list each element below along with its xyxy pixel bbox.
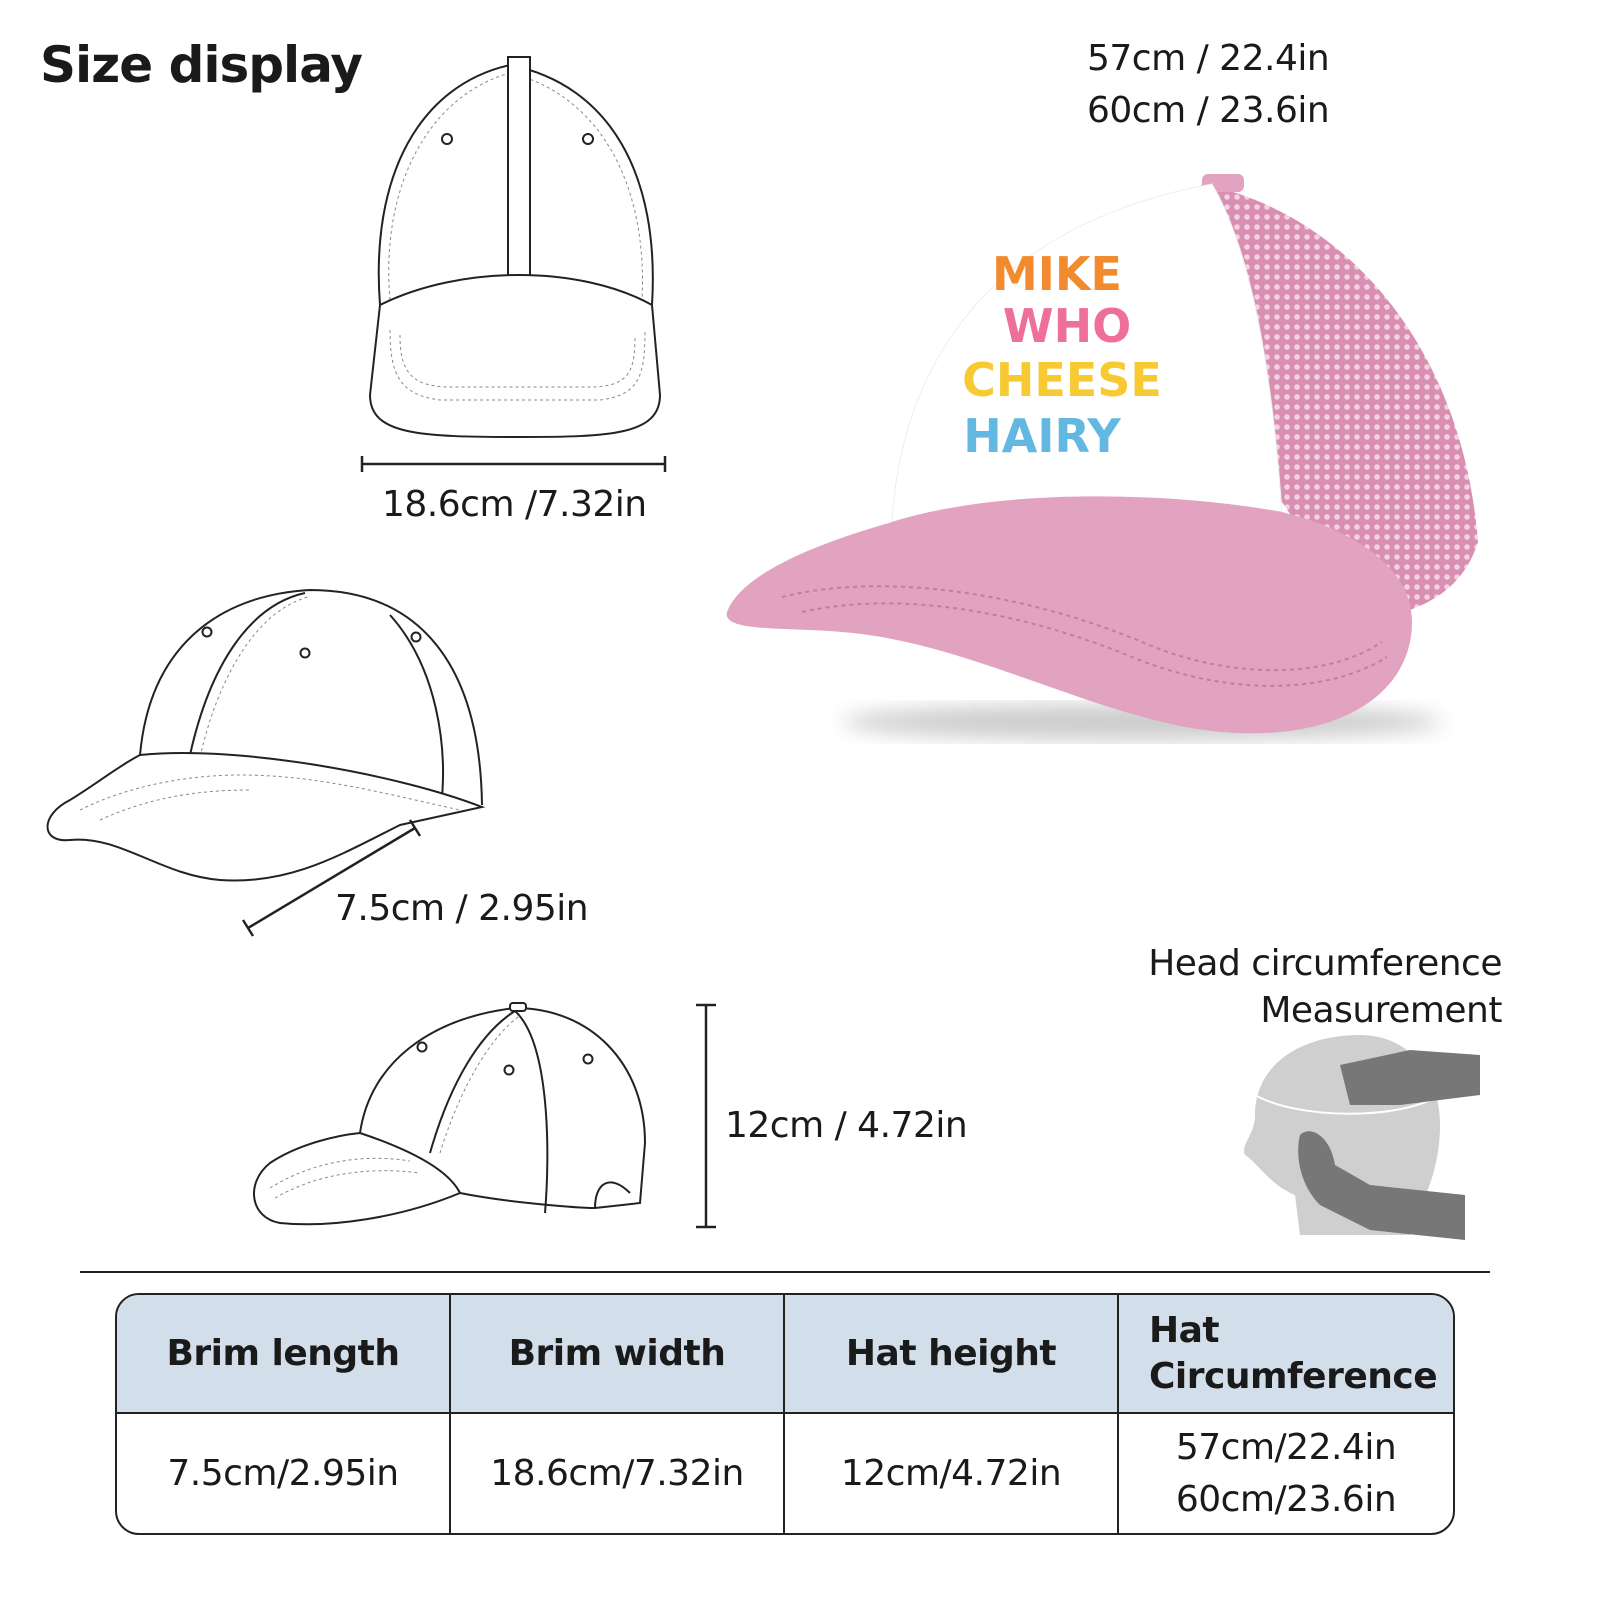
- header-brim-length: Brim length: [117, 1295, 451, 1414]
- hat-side-outline-illustration: [253, 1002, 647, 1226]
- value-brim-length: 7.5cm/2.95in: [117, 1414, 451, 1533]
- hat-print-word-2: WHO: [1003, 299, 1131, 353]
- value-hat-height: 12cm/4.72in: [785, 1414, 1119, 1533]
- value-brim-width: 18.6cm/7.32in: [451, 1414, 785, 1533]
- hat-angled-outline-illustration: [46, 588, 486, 882]
- hat-print-word-3: CHEESE: [962, 353, 1162, 407]
- pink-trucker-hat-photo: MIKE WHO CHEESE HAIRY: [726, 174, 1478, 740]
- brim-length-label: 7.5cm / 2.95in: [335, 888, 589, 929]
- value-hat-circumference: 57cm/22.4in 60cm/23.6in: [1119, 1414, 1453, 1533]
- brim-width-dimension-line: [360, 456, 667, 472]
- value-circumference-small: 57cm/22.4in: [1175, 1426, 1397, 1468]
- table-header-row: Brim length Brim width Hat height Hat Cir…: [117, 1295, 1453, 1414]
- brim-length-dimension-line: [241, 819, 422, 937]
- header-hat-height: Hat height: [785, 1295, 1119, 1414]
- section-divider: [80, 1271, 1490, 1273]
- header-hat-circumference-line1: Hat: [1149, 1309, 1220, 1351]
- brim-width-label: 18.6cm /7.32in: [382, 484, 647, 525]
- table-row: 7.5cm/2.95in 18.6cm/7.32in 12cm/4.72in 5…: [117, 1414, 1453, 1533]
- circumference-label-large: 60cm / 23.6in: [1087, 90, 1330, 131]
- page-title: Size display: [40, 36, 363, 94]
- header-hat-circumference: Hat Circumference: [1119, 1295, 1453, 1414]
- header-hat-circumference-line2: Circumference: [1149, 1355, 1438, 1397]
- size-table: Brim length Brim width Hat height Hat Cir…: [115, 1293, 1455, 1535]
- hat-height-dimension-line: [696, 1003, 716, 1229]
- header-brim-width: Brim width: [451, 1295, 785, 1414]
- hat-front-outline-illustration: [368, 56, 662, 439]
- hat-print-word-1: MIKE: [992, 247, 1122, 301]
- value-circumference-large: 60cm/23.6in: [1175, 1478, 1397, 1520]
- hat-print-word-4: HAIRY: [963, 409, 1121, 463]
- hat-height-label: 12cm / 4.72in: [725, 1105, 968, 1146]
- head-measurement-title-line1: Head circumference: [1148, 943, 1502, 984]
- head-measurement-title-line2: Measurement: [1260, 990, 1502, 1031]
- head-measurement-illustration: [1243, 1035, 1480, 1240]
- circumference-label-small: 57cm / 22.4in: [1087, 38, 1330, 79]
